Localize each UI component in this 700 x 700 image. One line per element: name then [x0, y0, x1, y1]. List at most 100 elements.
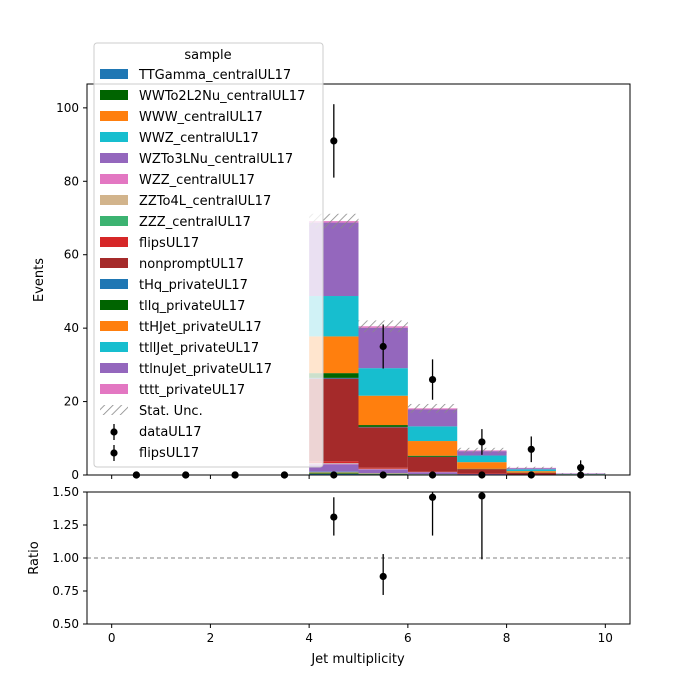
legend-swatch: [100, 258, 128, 268]
stat-unc-bin-6: [407, 403, 458, 413]
bar-WZZ_centralUL17-bin-4: [309, 463, 359, 465]
legend-label: dataUL17: [139, 425, 202, 440]
main-ytick-label: 40: [64, 321, 79, 335]
legend-swatch: [100, 174, 128, 184]
main-ytick-label: 20: [64, 395, 79, 409]
legend-point-marker: [110, 449, 118, 457]
bar-ttllJet_privateUL17-bin-6: [407, 426, 458, 442]
legend-label: WWZ_centralUL17: [139, 131, 259, 146]
bar-ttllJet_privateUL17-bin-8: [506, 469, 556, 472]
ratio-ytick-label: 0.75: [52, 584, 79, 598]
legend-label: ZZTo4L_centralUL17: [139, 194, 271, 209]
ratio-xtick-label: 10: [598, 631, 613, 645]
legend-swatch: [100, 300, 128, 310]
bar-tllq_privateUL17-bin-5: [358, 425, 408, 427]
legend-swatch: [100, 342, 128, 352]
legend-label: tttt_privateUL17: [139, 383, 245, 398]
legend-swatch: [100, 237, 128, 247]
legend-label: ZZZ_centralUL17: [139, 215, 251, 230]
legend-label: flipsUL17: [139, 446, 199, 461]
ratio-points: [330, 492, 486, 595]
bar-ttHJet_privateUL17-bin-5: [358, 395, 408, 426]
ratio-xtick-label: 2: [207, 631, 215, 645]
bar-nonpromptUL17-bin-5: [358, 427, 408, 468]
x-axis-label: Jet multiplicity: [310, 652, 405, 667]
ratio-xtick-label: 0: [108, 631, 116, 645]
legend-label: tHq_privateUL17: [139, 278, 248, 293]
legend-items: TTGamma_centralUL17 WWTo2L2Nu_centralUL17…: [100, 68, 305, 461]
ratio-plot-background: [87, 492, 630, 624]
main-ytick-label: 80: [64, 174, 79, 188]
ratio-xtick-label: 6: [404, 631, 412, 645]
legend-label: TTGamma_centralUL17: [138, 68, 291, 83]
legend-swatch: [100, 69, 128, 79]
legend-label: ttHJet_privateUL17: [139, 320, 262, 335]
bar-WZTo3LNu_centralUL17-bin-4: [309, 464, 359, 472]
bar-tllq_privateUL17-bin-4: [309, 373, 359, 378]
legend-swatch: [100, 153, 128, 163]
legend-label: ttllJet_privateUL17: [139, 341, 259, 356]
legend-label: WWTo2L2Nu_centralUL17: [139, 89, 305, 104]
bar-tllq_privateUL17-bin-6: [407, 455, 458, 457]
point-dataUL17-4: [330, 137, 338, 145]
point-dataUL17-8: [527, 445, 535, 453]
ratio-point-1: [379, 572, 387, 581]
legend-swatch: [100, 321, 128, 331]
ratio-ytick-label: 1.00: [52, 551, 79, 565]
bar-flipsUL17-bin-5: [358, 467, 408, 469]
main-plot-frame: [86, 83, 631, 476]
ratio-ytick-label: 0.50: [52, 617, 79, 631]
ratio-ytick-label: 1.50: [52, 485, 79, 499]
ratio-xtick-label: 4: [305, 631, 313, 645]
main-ytick-label: 100: [56, 101, 79, 115]
ratio-x-ticks: 0 2 4 6 8 10: [108, 624, 613, 645]
bar-nonpromptUL17-bin-6: [407, 457, 458, 472]
legend-swatch: [100, 111, 128, 121]
point-dataUL17-7: [478, 438, 486, 446]
legend-title: sample: [184, 48, 231, 63]
main-y-ticks: 0 20 40 60 80 100: [56, 101, 87, 482]
ratio-point-0: [330, 513, 338, 521]
legend-swatch: [100, 279, 128, 289]
bar-ttllJet_privateUL17-bin-7: [457, 455, 507, 463]
ratio-ytick-label: 1.25: [52, 518, 79, 532]
legend-label: tllq_privateUL17: [139, 299, 245, 314]
legend-swatch: [100, 195, 128, 205]
ratio-panel: 0.50 0.75 1.00 1.25 1.50 0 2 4 6 8 10 Ratio Jet m…: [27, 485, 631, 667]
ratio-point-2: [428, 493, 437, 501]
legend-swatch: [100, 384, 128, 394]
legend-swatch: [100, 132, 128, 142]
main-x-ticks: [111, 475, 606, 479]
legend-swatch: [100, 216, 128, 226]
legend-label: WWW_centralUL17: [139, 110, 263, 125]
legend-label: flipsUL17: [139, 236, 199, 251]
point-dataUL17-6: [428, 375, 437, 384]
ratio-y-ticks: 0.50 0.75 1.00 1.25 1.50: [52, 485, 87, 631]
bar-ttHJet_privateUL17-bin-7: [457, 462, 507, 469]
legend-swatch-hatch: [100, 405, 128, 415]
ratio-y-axis-label: Ratio: [27, 541, 42, 574]
bar-ttHJet_privateUL17-bin-6: [407, 441, 458, 456]
stat-unc-bin-8: [506, 466, 556, 469]
legend-label: WZTo3LNu_centralUL17: [139, 152, 293, 167]
point-dataUL17-9: [577, 464, 585, 472]
legend-label: WZZ_centralUL17: [139, 173, 255, 188]
main-ytick-label: 60: [64, 248, 79, 262]
bar-ttlnuJet_privateUL17-bin-6: [407, 409, 458, 427]
ratio-point-3: [478, 492, 486, 500]
legend-label: nonpromptUL17: [139, 257, 244, 272]
main-ytick-label: 0: [71, 468, 79, 482]
legend-label: Stat. Unc.: [139, 404, 203, 419]
legend-label: ttlnuJet_privateUL17: [139, 362, 272, 377]
bar-flipsUL17-bin-4: [309, 461, 359, 464]
legend-point-marker: [110, 428, 118, 436]
main-y-axis-label: Events: [32, 258, 47, 302]
legend-box: [93, 42, 324, 468]
point-dataUL17-5: [379, 342, 387, 351]
bar-WZTo3LNu_centralUL17-bin-5: [358, 469, 408, 474]
bar-ttllJet_privateUL17-bin-5: [358, 368, 408, 396]
legend-swatch: [100, 363, 128, 373]
ratio-xtick-label: 8: [503, 631, 511, 645]
bar-tHq_privateUL17-bin-4: [309, 377, 359, 379]
